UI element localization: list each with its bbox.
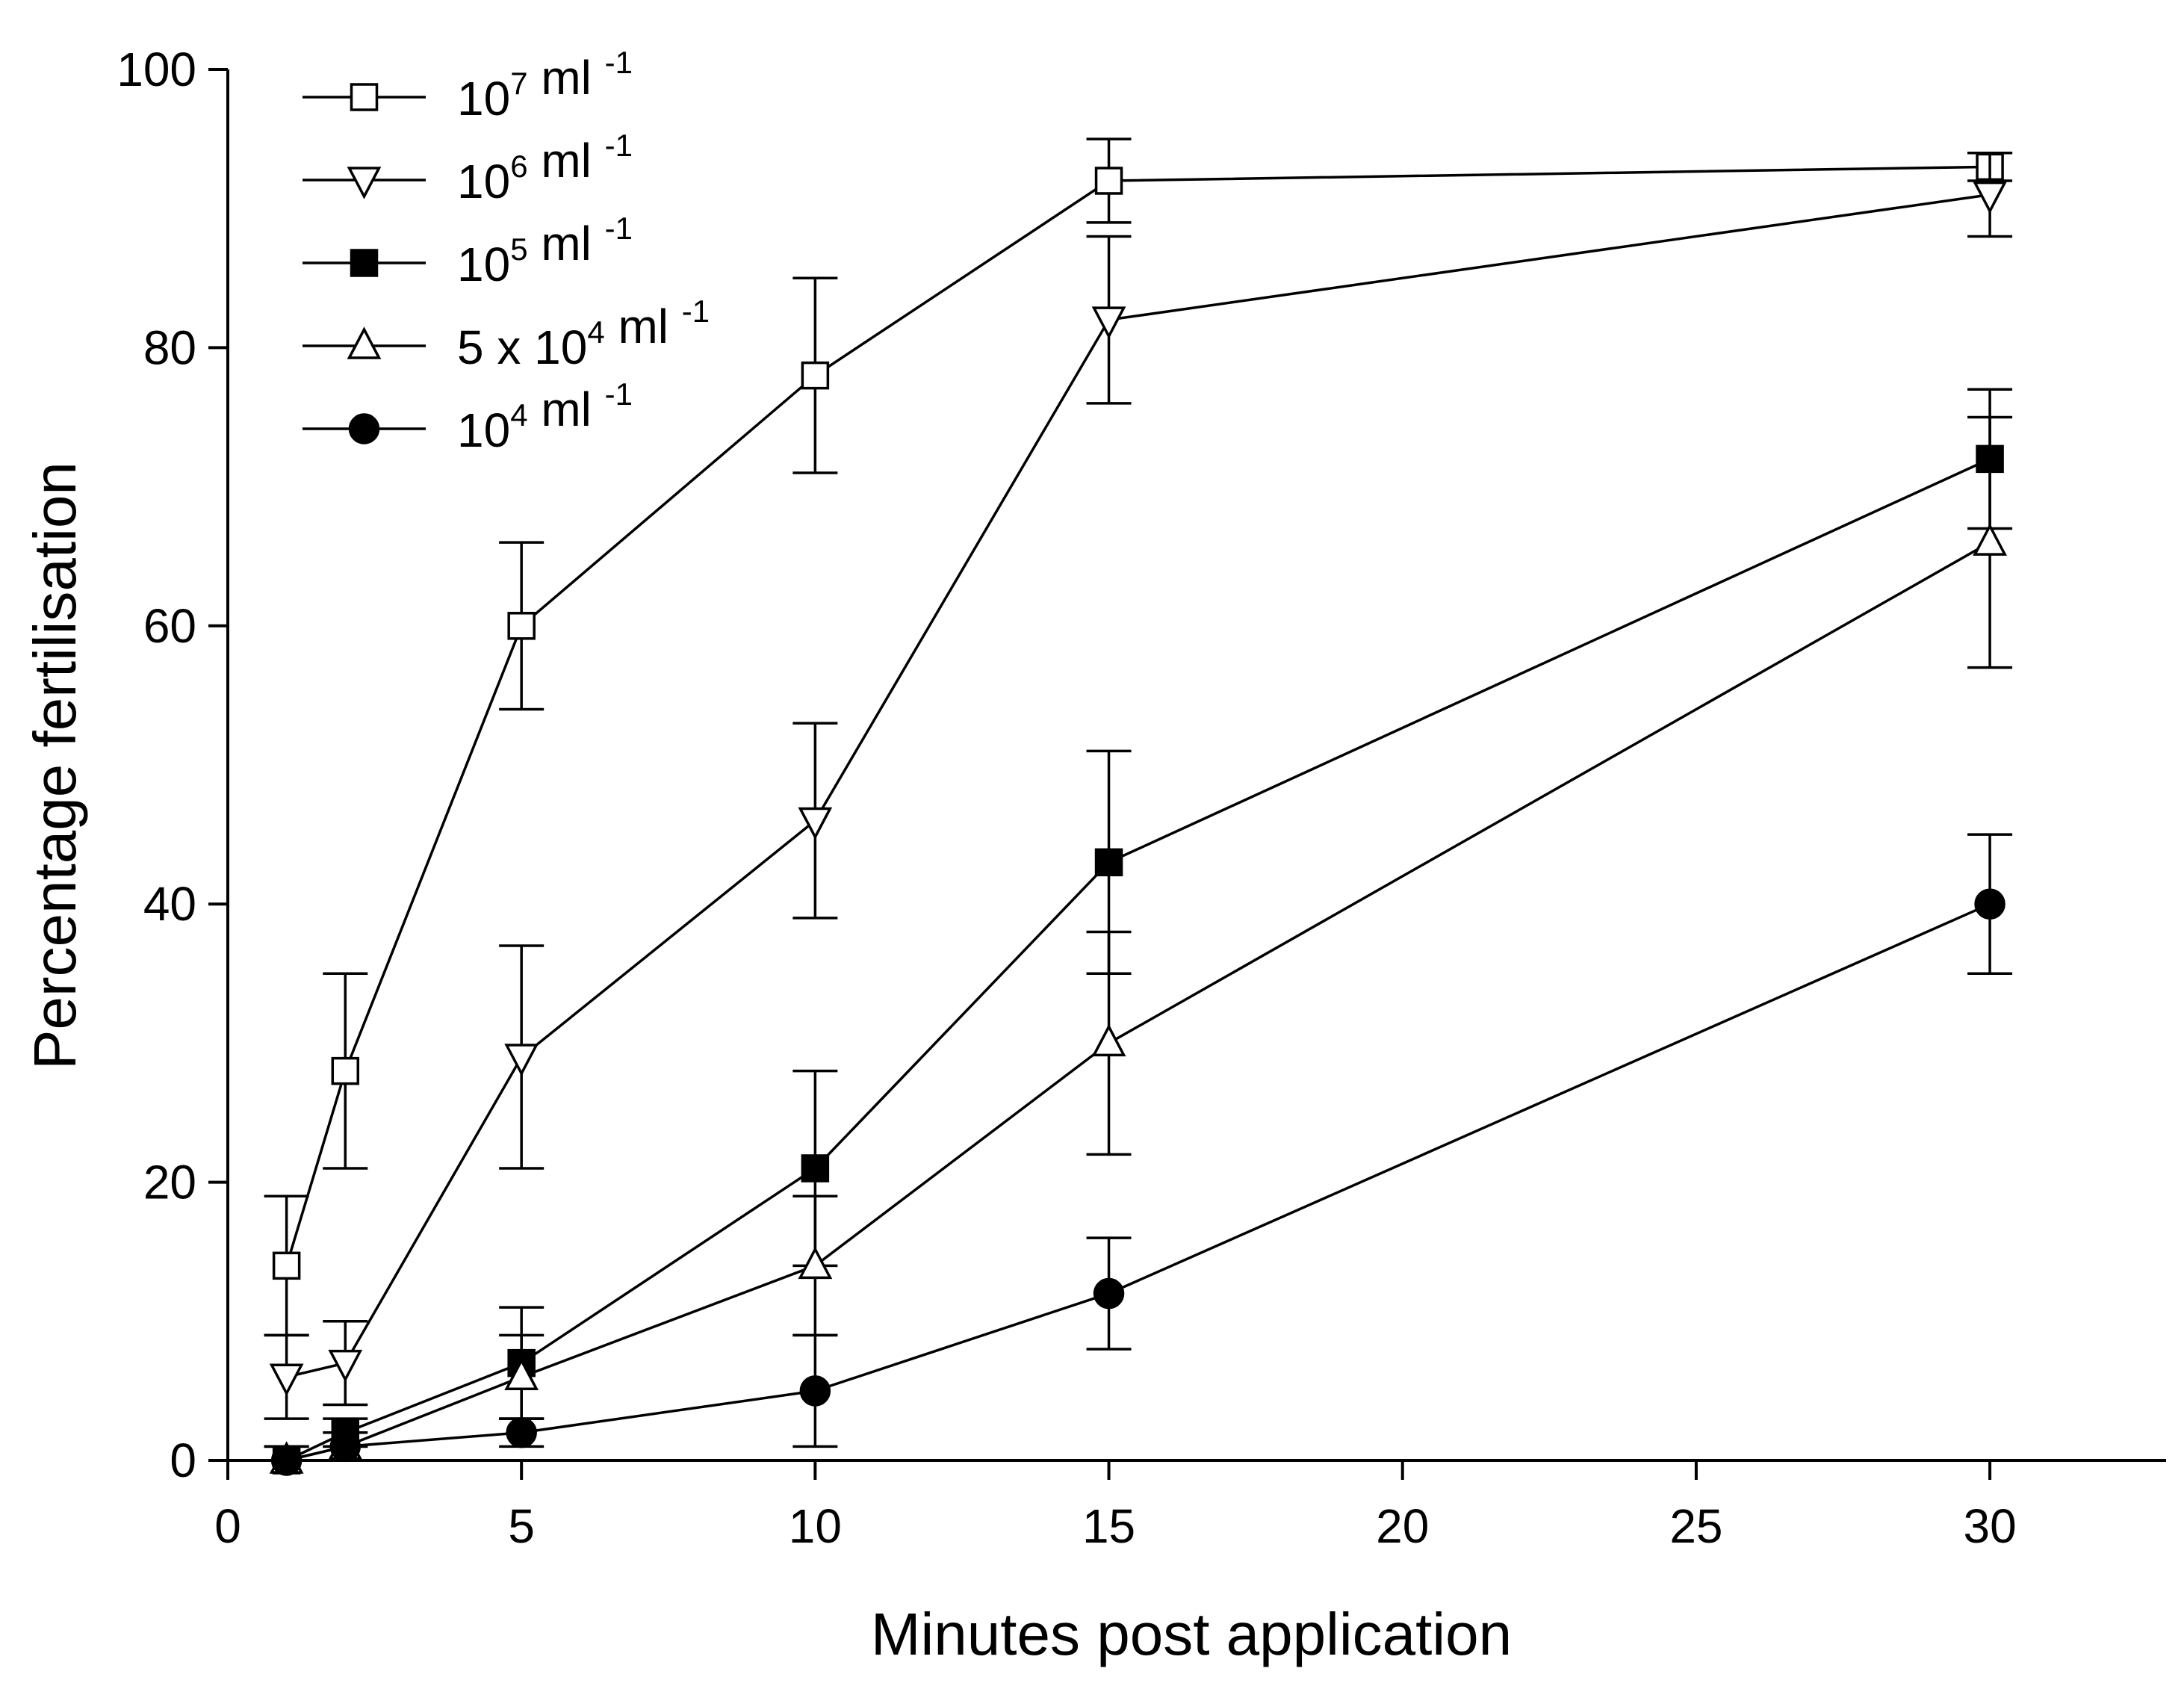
legend-label-superscript: 4: [510, 397, 527, 433]
data-point: [506, 1417, 537, 1448]
x-tick-label: 0: [214, 1499, 241, 1553]
legend-label-superscript: 7: [510, 66, 527, 101]
legend-label-superscript: -1: [605, 45, 633, 80]
legend-label: 104 ml -1: [457, 376, 633, 457]
y-tick-label: 80: [143, 320, 196, 374]
data-point: [270, 1445, 303, 1476]
data-point: [269, 1363, 304, 1397]
legend-marker: [350, 249, 379, 277]
legend-label-text: ml: [528, 382, 605, 436]
data-point: [1094, 167, 1123, 195]
data-point: [507, 612, 536, 640]
legend-label: 106 ml -1: [457, 128, 633, 208]
series-line: [286, 541, 1991, 1462]
data-point: [272, 1251, 301, 1280]
legend-label-text: ml: [528, 51, 605, 105]
data-point: [504, 1357, 539, 1391]
series-line: [286, 902, 1991, 1462]
legend-label-text: 5 x 10: [457, 320, 587, 374]
legend-label-text: 10: [457, 403, 510, 457]
legend-marker: [350, 83, 379, 111]
data-point: [1094, 848, 1123, 877]
legend-marker: [348, 413, 380, 444]
x-axis-title: Minutes post application: [871, 1601, 1512, 1667]
data-point: [329, 1431, 362, 1463]
x-tick-label: 30: [1963, 1499, 2016, 1553]
data-point: [801, 1154, 830, 1183]
legend-label-text: ml: [528, 134, 605, 188]
legend-marker: [347, 167, 382, 199]
data-point: [1974, 888, 2005, 920]
y-tick-label: 40: [143, 877, 196, 931]
y-tick-label: 100: [117, 43, 196, 96]
y-tick-label: 0: [170, 1434, 196, 1487]
legend-label-superscript: -1: [605, 376, 633, 412]
series-3: [264, 388, 2013, 1475]
data-point: [1973, 523, 2007, 556]
data-point: [1091, 306, 1126, 339]
data-point: [1093, 1277, 1125, 1310]
legend-label-superscript: 4: [587, 314, 604, 350]
data-point: [798, 1246, 833, 1280]
series-1: [264, 137, 2013, 1337]
x-tick-label: 10: [789, 1499, 842, 1553]
series-line: [285, 165, 1991, 1266]
legend-marker: [347, 326, 382, 359]
series-line: [286, 193, 1991, 1378]
legend-label-text: 10: [457, 155, 510, 208]
legend-label-superscript: -1: [605, 128, 633, 163]
legend-entry-5: 104 ml -1: [303, 376, 633, 457]
data-point: [799, 1375, 831, 1407]
legend-label-text: 10: [457, 72, 510, 125]
data-point: [798, 807, 833, 840]
legend-label: 5 x 104 ml -1: [457, 294, 710, 374]
legend-label-text: 10: [457, 238, 510, 291]
legend-entry-1: 107 ml -1: [303, 45, 633, 125]
y-tick-label: 20: [143, 1156, 196, 1209]
data-point: [1091, 1023, 1126, 1057]
y-tick-label: 60: [143, 599, 196, 653]
legend-label-superscript: 6: [510, 149, 527, 184]
legend-label-text: ml: [528, 217, 605, 270]
data-point: [328, 1349, 363, 1383]
x-tick-label: 15: [1082, 1499, 1135, 1553]
legend-label: 105 ml -1: [457, 211, 633, 291]
legend-entry-3: 105 ml -1: [303, 211, 633, 291]
y-axis-title: Percentage fertilisation: [22, 462, 88, 1070]
series-2: [264, 151, 2013, 1420]
data-point: [1973, 181, 2007, 214]
legend-label-superscript: 5: [510, 232, 527, 267]
legend-label: 107 ml -1: [457, 45, 633, 125]
series-5: [270, 833, 2013, 1476]
data-point: [504, 1044, 539, 1076]
x-tick-label: 5: [508, 1499, 535, 1553]
x-tick-label: 20: [1376, 1499, 1429, 1553]
x-tick-label: 25: [1669, 1499, 1722, 1553]
legend-label-text: ml: [605, 300, 682, 353]
legend-entry-4: 5 x 104 ml -1: [303, 294, 710, 374]
data-point: [801, 361, 830, 390]
data-point: [331, 1056, 360, 1085]
legend-entry-2: 106 ml -1: [303, 128, 633, 208]
series-layer: [264, 137, 2013, 1476]
legend-label-superscript: -1: [682, 294, 710, 329]
legend-label-superscript: -1: [605, 211, 633, 246]
